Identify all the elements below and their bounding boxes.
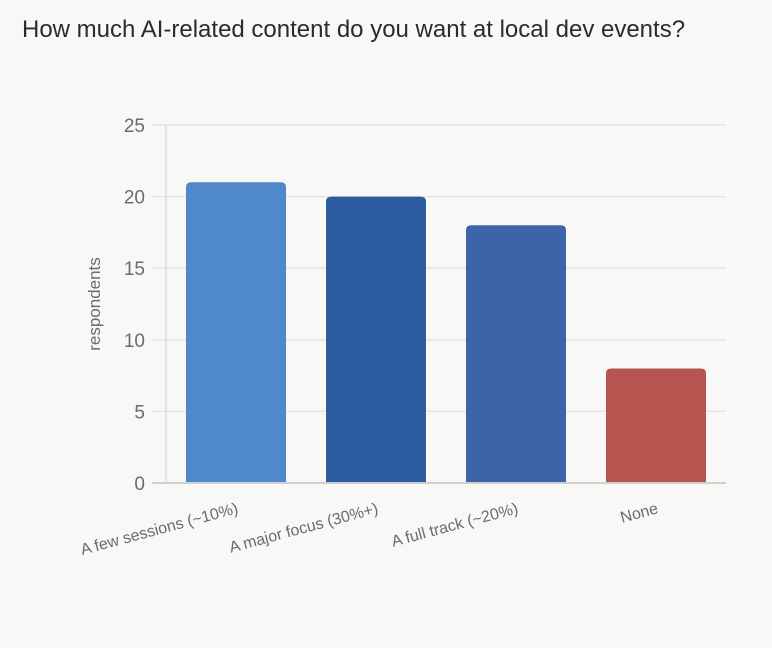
x-tick-label: A full track (~20%) [390,500,520,550]
y-tick-label: 25 [124,116,145,137]
x-tick-label: None [619,500,660,526]
bar [186,182,286,483]
y-tick-label: 15 [124,259,145,280]
bar [326,196,426,483]
y-tick-label: 5 [134,402,145,423]
bar [606,368,706,483]
chart-title: How much AI-related content do you want … [22,16,686,43]
y-axis-label: respondents [85,257,104,351]
bar [466,225,566,484]
y-tick-label: 10 [124,331,145,352]
x-tick-label: A major focus (30%+) [227,500,380,556]
y-tick-label: 20 [124,188,145,209]
y-tick-label: 0 [134,474,145,495]
x-tick-label: A few sessions (~10%) [79,500,240,558]
